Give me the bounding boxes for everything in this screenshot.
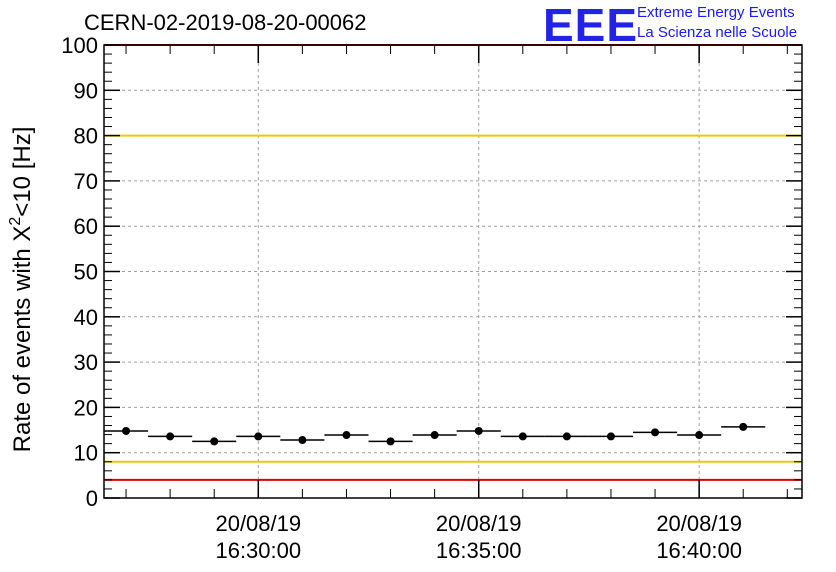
y-tick-label: 50 bbox=[74, 260, 98, 285]
y-tick-label: 100 bbox=[61, 33, 98, 58]
x-tick-date-label: 20/08/19 bbox=[656, 511, 742, 536]
data-point bbox=[298, 436, 307, 445]
data-point bbox=[430, 431, 439, 440]
data-point bbox=[606, 432, 615, 441]
data-point bbox=[254, 432, 263, 441]
logo-line2: La Scienza nelle Scuole bbox=[637, 24, 798, 41]
x-tick-date-label: 20/08/19 bbox=[436, 511, 522, 536]
y-tick-label: 60 bbox=[74, 214, 98, 239]
y-axis-label: Rate of events with X2<10 [Hz] bbox=[7, 127, 36, 453]
data-point bbox=[342, 431, 351, 440]
data-point bbox=[210, 437, 219, 446]
data-point bbox=[386, 437, 395, 446]
data-point bbox=[166, 432, 175, 441]
y-axis-label-tail: <10 [Hz] bbox=[9, 127, 36, 217]
y-tick-label: 40 bbox=[74, 305, 98, 330]
y-tick-label: 90 bbox=[74, 78, 98, 103]
data-point bbox=[562, 432, 571, 441]
y-axis: 0 10 20 30 40 50 60 70 80 90 100 bbox=[61, 33, 802, 511]
x-axis: 20/08/1916:30:0020/08/1916:35:0020/08/19… bbox=[125, 45, 788, 563]
y-axis-label-sup: 2 bbox=[7, 217, 24, 226]
y-tick-label: 30 bbox=[74, 350, 98, 375]
x-tick-date-label: 20/08/19 bbox=[215, 511, 301, 536]
run-title: CERN-02-2019-08-20-00062 bbox=[84, 10, 367, 35]
data-point bbox=[122, 426, 131, 435]
y-tick-label: 20 bbox=[74, 395, 98, 420]
logo-mark: EEE bbox=[543, 0, 639, 51]
data-series bbox=[104, 422, 766, 446]
data-point bbox=[518, 432, 527, 441]
data-point bbox=[651, 428, 660, 437]
y-tick-label: 70 bbox=[74, 169, 98, 194]
x-tick-time-label: 16:30:00 bbox=[215, 538, 301, 563]
data-point bbox=[739, 422, 748, 431]
y-axis-label-main: Rate of events with X bbox=[9, 226, 36, 453]
logo-line1: Extreme Energy Events bbox=[637, 4, 795, 21]
grid bbox=[104, 45, 802, 498]
data-point bbox=[695, 431, 704, 440]
x-tick-time-label: 16:35:00 bbox=[436, 538, 522, 563]
data-point bbox=[474, 426, 483, 435]
reference-lines bbox=[104, 44, 802, 481]
y-tick-label: 0 bbox=[86, 486, 98, 511]
x-tick-time-label: 16:40:00 bbox=[656, 538, 742, 563]
y-tick-label: 10 bbox=[74, 441, 98, 466]
y-tick-label: 80 bbox=[74, 124, 98, 149]
